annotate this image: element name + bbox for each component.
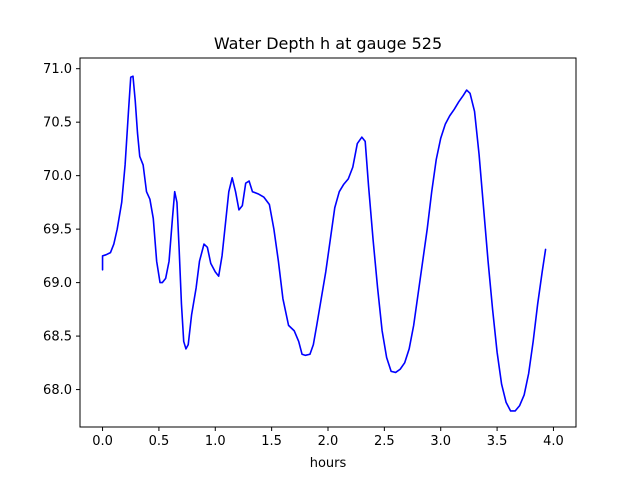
chart-title: Water Depth h at gauge 525 — [214, 34, 442, 53]
y-tick-label: 68.5 — [43, 330, 72, 345]
water-depth-line — [101, 75, 547, 412]
y-axis-ticks: 68.0 68.5 69.0 69.5 70.0 70.5 71.0 — [43, 62, 80, 398]
y-tick-label: 70.0 — [43, 169, 72, 184]
x-tick-label: 2.5 — [374, 434, 395, 449]
x-axis-ticks: 0.0 0.5 1.0 1.5 2.0 2.5 3.0 3.5 4.0 — [92, 427, 564, 449]
x-tick-label: 0.5 — [149, 434, 170, 449]
x-tick-label: 1.0 — [205, 434, 226, 449]
y-tick-label: 69.0 — [43, 276, 72, 291]
x-tick-label: 0.0 — [92, 434, 113, 449]
x-tick-label: 1.5 — [261, 434, 282, 449]
x-tick-label: 2.0 — [318, 434, 339, 449]
x-tick-label: 3.0 — [430, 434, 451, 449]
y-tick-label: 70.5 — [43, 116, 72, 131]
series-layer — [101, 75, 547, 412]
x-tick-label: 3.5 — [487, 434, 508, 449]
x-tick-label: 4.0 — [543, 434, 564, 449]
y-tick-label: 71.0 — [43, 62, 72, 77]
y-tick-label: 68.0 — [43, 383, 72, 398]
plot-area-frame — [79, 57, 577, 428]
x-axis-label: hours — [310, 456, 347, 471]
y-tick-label: 69.5 — [43, 223, 72, 238]
